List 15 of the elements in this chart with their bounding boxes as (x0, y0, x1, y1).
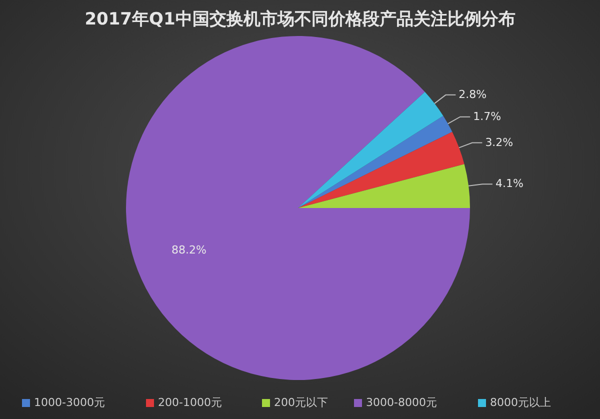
data-label: 1.7% (473, 110, 502, 123)
pie-slice (298, 132, 464, 208)
legend-label: 200-1000元 (158, 396, 222, 410)
legend-label: 8000元以上 (490, 396, 551, 410)
data-label: 88.2% (172, 243, 206, 256)
chart-title: 2017年Q1中国交换机市场不同价格段产品关注比例分布 (84, 10, 516, 30)
data-label: 4.1% (495, 177, 524, 190)
pie-slice (298, 116, 452, 208)
data-label: 2.8% (458, 88, 487, 101)
pie-slice (298, 92, 444, 208)
legend-label: 3000-8000元 (366, 396, 437, 410)
data-label: 3.2% (485, 136, 514, 149)
pie-slice (298, 164, 470, 208)
legend-label: 1000-3000元 (34, 396, 105, 410)
legend-label: 200元以下 (274, 396, 328, 410)
